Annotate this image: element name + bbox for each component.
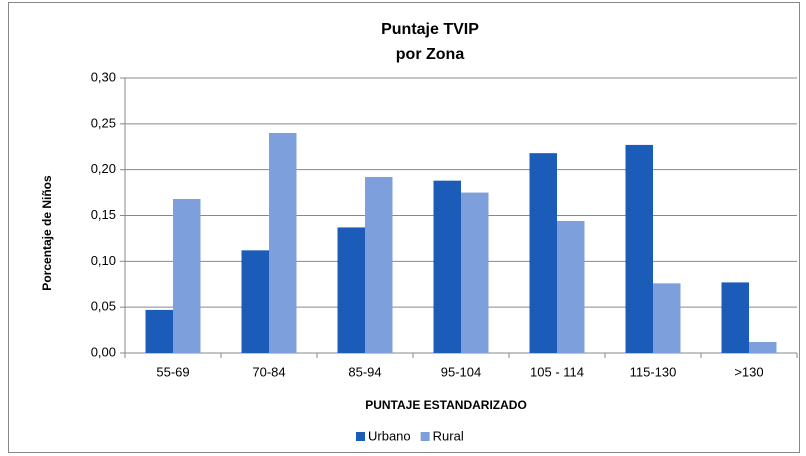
- x-tick-label: 105 - 114: [530, 364, 584, 379]
- x-axis-label: PUNTAJE ESTANDARIZADO: [365, 398, 527, 412]
- y-tick-label: 0,10: [91, 253, 116, 268]
- legend-swatch: [420, 432, 430, 441]
- bar: [529, 153, 557, 353]
- bar: [721, 282, 749, 353]
- y-tick-label: 0,30: [91, 69, 116, 84]
- legend-swatch: [356, 432, 365, 441]
- bar: [241, 250, 269, 353]
- chart-subtitle: por Zona: [396, 46, 465, 63]
- legend-label: Rural: [433, 428, 464, 443]
- y-tick-label: 0,00: [91, 344, 116, 359]
- chart-border: [8, 2, 800, 453]
- bar: [653, 283, 681, 353]
- y-tick-label: 0,20: [91, 161, 116, 176]
- bar: [365, 177, 393, 353]
- bar: [173, 199, 201, 353]
- bar: [625, 144, 653, 353]
- y-tick-label: 0,15: [91, 207, 116, 222]
- bar: [749, 342, 777, 353]
- x-tick-label: >130: [734, 364, 763, 379]
- legend-label: Urbano: [368, 428, 411, 443]
- x-tick-label: 115-130: [630, 364, 677, 379]
- y-tick-label: 0,25: [91, 115, 116, 130]
- y-tick-label: 0,05: [91, 299, 116, 314]
- x-tick-label: 85-94: [348, 364, 381, 379]
- chart-title: Puntaje TVIP: [381, 21, 479, 38]
- bar: [269, 133, 297, 353]
- y-axis-label: Porcentaje de Niños: [40, 175, 54, 291]
- bar: [557, 221, 585, 353]
- x-tick-label: 70-84: [252, 364, 285, 379]
- bar: [433, 180, 461, 353]
- x-tick-label: 55-69: [156, 364, 189, 379]
- x-tick-label: 95-104: [441, 364, 481, 379]
- bar: [461, 192, 489, 353]
- bar: [337, 227, 365, 353]
- bar: [145, 309, 173, 353]
